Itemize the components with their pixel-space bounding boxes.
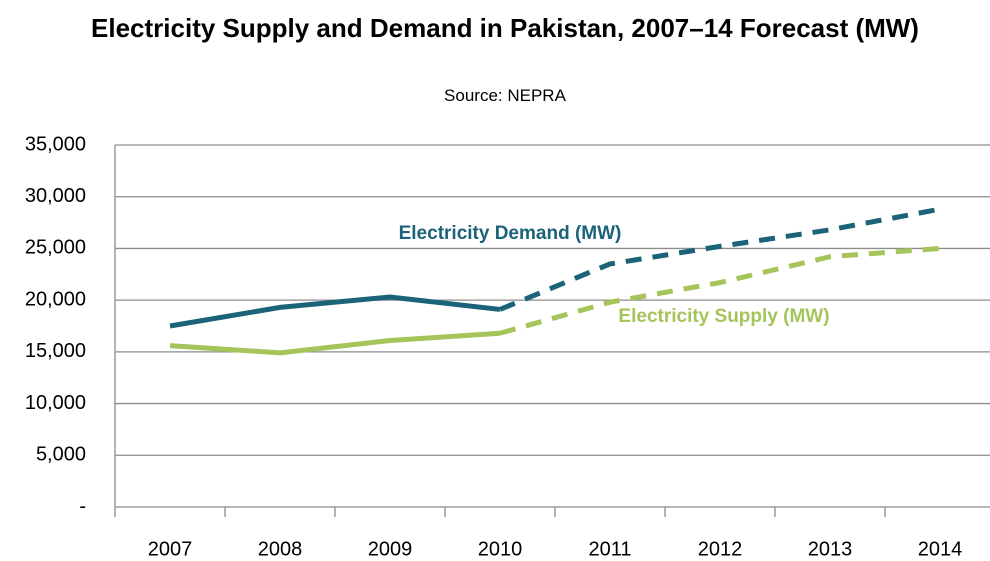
x-tick-label: 2009: [368, 538, 413, 560]
series-label: Electricity Supply (MW): [618, 306, 830, 327]
y-tick-label: 35,000: [25, 133, 86, 155]
chart-subtitle: Source: NEPRA: [444, 86, 566, 105]
y-tick-label: 15,000: [25, 340, 86, 362]
series-label: Electricity Demand (MW): [398, 223, 622, 244]
y-tick-label: 25,000: [25, 237, 86, 259]
x-tick-label: 2013: [808, 538, 853, 560]
x-tick-label: 2011: [588, 538, 631, 560]
y-tick-label: 10,000: [25, 392, 86, 414]
x-tick-label: 2010: [478, 538, 523, 560]
chart-title: Electricity Supply and Demand in Pakista…: [91, 13, 919, 43]
x-tick-label: 2014: [918, 538, 963, 560]
x-tick-label: 2008: [258, 538, 303, 560]
y-tick-label: 30,000: [25, 185, 86, 207]
y-tick-label: 5,000: [36, 444, 86, 466]
line: [169, 294, 501, 329]
x-tick-label: 2012: [698, 538, 743, 560]
forecast-line: [499, 206, 941, 312]
y-tick-label: -: [79, 495, 86, 517]
x-tick-label: 2007: [148, 538, 193, 560]
y-tick-label: 20,000: [25, 288, 86, 310]
forecast-line: [499, 245, 941, 336]
line: [169, 330, 501, 356]
